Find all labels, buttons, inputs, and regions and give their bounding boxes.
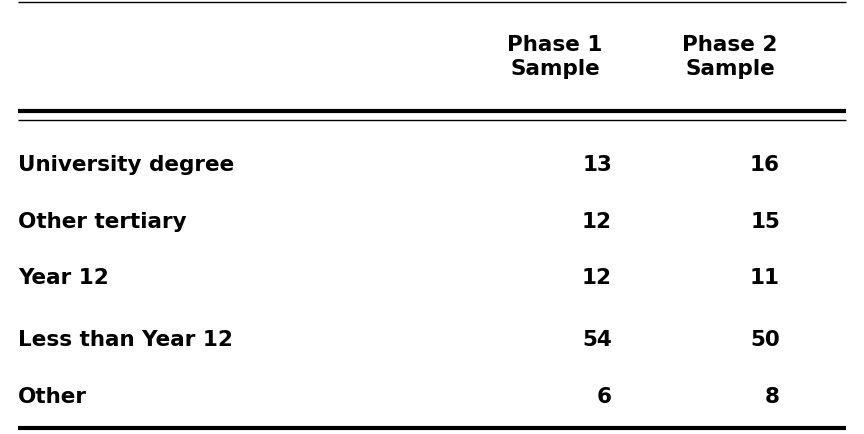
Text: University degree: University degree xyxy=(18,155,234,174)
Text: 50: 50 xyxy=(750,329,780,349)
Text: 16: 16 xyxy=(750,155,780,174)
Text: 13: 13 xyxy=(582,155,612,174)
Text: 54: 54 xyxy=(582,329,612,349)
Text: 12: 12 xyxy=(582,267,612,287)
Text: 15: 15 xyxy=(750,211,780,231)
Text: Phase 2
Sample: Phase 2 Sample xyxy=(683,35,778,79)
Text: Less than Year 12: Less than Year 12 xyxy=(18,329,233,349)
Text: 8: 8 xyxy=(765,386,780,406)
Text: 6: 6 xyxy=(597,386,612,406)
Text: 11: 11 xyxy=(750,267,780,287)
Text: Other tertiary: Other tertiary xyxy=(18,211,187,231)
Text: Year 12: Year 12 xyxy=(18,267,109,287)
Text: Phase 1
Sample: Phase 1 Sample xyxy=(507,35,603,79)
Text: Other: Other xyxy=(18,386,87,406)
Text: 12: 12 xyxy=(582,211,612,231)
